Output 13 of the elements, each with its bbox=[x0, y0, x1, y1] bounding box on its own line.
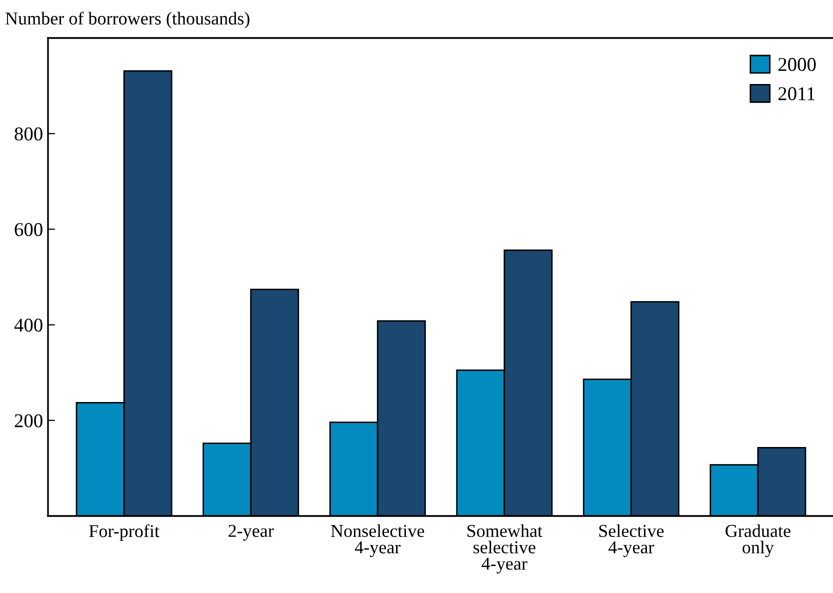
y-tick-label: 600 bbox=[14, 223, 42, 236]
x-tick-label: 2-year bbox=[228, 524, 274, 541]
y-axis-title: Number of borrowers (thousands) bbox=[6, 12, 250, 28]
y-tick-label: 200 bbox=[14, 414, 42, 428]
x-tick-label: Selective 4-year bbox=[599, 524, 664, 558]
y-tick-label: 800 bbox=[14, 127, 42, 141]
x-tick-label: Somewhat selective 4-year bbox=[467, 524, 542, 574]
legend-label: 2011 bbox=[778, 87, 815, 100]
x-tick-label: For-profit bbox=[89, 524, 160, 541]
legend-label: 2000 bbox=[778, 58, 816, 72]
x-tick-label: Graduate only bbox=[726, 524, 790, 558]
y-tick-label: 400 bbox=[14, 318, 42, 332]
x-tick-label: Nonselective 4-year bbox=[331, 524, 424, 558]
